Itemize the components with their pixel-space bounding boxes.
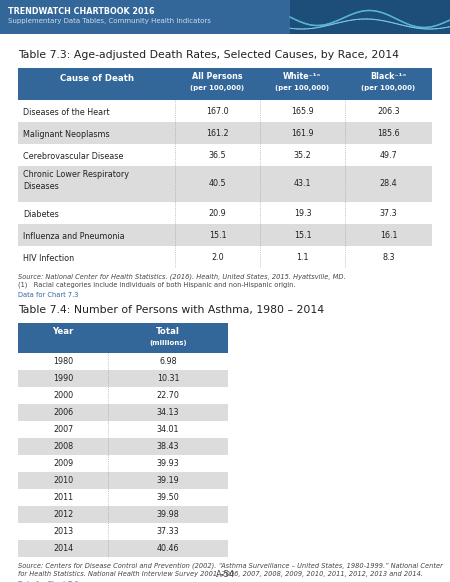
Text: (millions): (millions) [149,340,187,346]
Text: Data for Chart 7.3: Data for Chart 7.3 [18,292,78,298]
Text: Supplementary Data Tables, Community Health Indicators: Supplementary Data Tables, Community Hea… [8,18,211,24]
Text: 16.1: 16.1 [380,230,397,240]
Text: Total: Total [156,327,180,336]
Text: 8.3: 8.3 [382,253,395,261]
Bar [0,0,450,34]
Text: 1990: 1990 [53,374,73,383]
Text: (1)   Racial categories include individuals of both Hispanic and non-Hispanic or: (1) Racial categories include individual… [18,282,296,289]
Text: 6.98: 6.98 [159,357,177,366]
Text: 165.9: 165.9 [291,107,314,115]
Text: Source: National Center for Health Statistics. (2016). Health, United States, 20: Source: National Center for Health Stati… [18,273,346,279]
Text: 38.43: 38.43 [157,442,179,451]
Bar [18,489,228,506]
Text: Cause of Death: Cause of Death [59,74,134,83]
Text: Influenza and Pneumonia: Influenza and Pneumonia [23,232,125,241]
Bar [18,387,228,404]
Bar [290,0,450,34]
Text: Black⁻¹⁼: Black⁻¹⁼ [370,72,407,81]
Text: 206.3: 206.3 [377,107,400,115]
Text: Malignant Neoplasms: Malignant Neoplasms [23,130,110,139]
Text: All Persons: All Persons [192,72,243,81]
Text: Diabetes: Diabetes [23,210,59,219]
Text: 20.9: 20.9 [209,208,226,218]
Bar [18,202,432,224]
Text: 40.5: 40.5 [209,179,226,189]
Text: Cerebrovascular Disease: Cerebrovascular Disease [23,152,123,161]
Text: 2012: 2012 [53,510,73,519]
Text: 161.9: 161.9 [291,129,314,137]
Bar [18,540,228,557]
Bar [18,224,432,246]
Text: 39.19: 39.19 [157,476,180,485]
Text: 15.1: 15.1 [294,230,311,240]
Text: 2010: 2010 [53,476,73,485]
Text: 2000: 2000 [53,391,73,400]
Bar [18,246,432,268]
Text: 167.0: 167.0 [206,107,229,115]
Text: Year: Year [52,327,74,335]
Bar [18,506,228,523]
Text: 19.3: 19.3 [294,208,311,218]
Text: 2007: 2007 [53,425,73,434]
Text: 15.1: 15.1 [209,230,226,240]
Bar [18,472,228,489]
Bar [18,68,432,100]
Text: Diseases: Diseases [23,182,59,191]
Text: 2009: 2009 [53,459,73,468]
Text: 1980: 1980 [53,357,73,366]
Text: 2014: 2014 [53,544,73,553]
Text: (per 100,000): (per 100,000) [190,85,244,91]
Text: 2008: 2008 [53,442,73,451]
Text: 39.98: 39.98 [157,510,180,519]
Text: Data for Chart 7.6: Data for Chart 7.6 [18,581,78,582]
Text: 2013: 2013 [53,527,73,536]
Text: 43.1: 43.1 [294,179,311,189]
Bar [18,370,228,387]
Text: 34.01: 34.01 [157,425,179,434]
Text: for Health Statistics. National Health Interview Survey 2001, 2006, 2007, 2008, : for Health Statistics. National Health I… [18,571,423,577]
Text: 37.3: 37.3 [380,208,397,218]
Text: 10.31: 10.31 [157,374,179,383]
Bar [18,438,228,455]
Bar [18,455,228,472]
Text: 39.50: 39.50 [157,493,180,502]
Bar [18,144,432,166]
Text: 35.2: 35.2 [293,151,311,159]
Text: TRENDWATCH CHARTBOOK 2016: TRENDWATCH CHARTBOOK 2016 [8,7,154,16]
Text: 28.4: 28.4 [380,179,397,189]
Bar [18,353,228,370]
Text: 2006: 2006 [53,408,73,417]
Text: 2011: 2011 [53,493,73,502]
Text: 1.1: 1.1 [296,253,309,261]
Text: A-54: A-54 [216,570,234,579]
Bar [18,166,432,202]
Text: (per 100,000): (per 100,000) [275,85,329,91]
Text: Diseases of the Heart: Diseases of the Heart [23,108,110,117]
Bar [18,404,228,421]
Text: Chronic Lower Respiratory: Chronic Lower Respiratory [23,170,129,179]
Text: Table 7.3: Age-adjusted Death Rates, Selected Causes, by Race, 2014: Table 7.3: Age-adjusted Death Rates, Sel… [18,50,399,60]
Text: 36.5: 36.5 [209,151,226,159]
Bar [18,323,228,353]
Text: Table 7.4: Number of Persons with Asthma, 1980 – 2014: Table 7.4: Number of Persons with Asthma… [18,305,324,315]
Text: (per 100,000): (per 100,000) [361,85,415,91]
Text: 2.0: 2.0 [211,253,224,261]
Text: 161.2: 161.2 [206,129,229,137]
Text: 37.33: 37.33 [157,527,179,536]
Text: 49.7: 49.7 [380,151,397,159]
Bar [18,122,432,144]
Bar [18,523,228,540]
Bar [18,421,228,438]
Bar [18,100,432,122]
Text: 185.6: 185.6 [377,129,400,137]
Text: 39.93: 39.93 [157,459,180,468]
Text: HIV Infection: HIV Infection [23,254,74,263]
Text: 40.46: 40.46 [157,544,179,553]
Text: 34.13: 34.13 [157,408,179,417]
Text: White⁻¹⁼: White⁻¹⁼ [283,72,322,81]
Text: Source: Centers for Disease Control and Prevention (2002). “Asthma Surveillance : Source: Centers for Disease Control and … [18,562,443,569]
Text: 22.70: 22.70 [157,391,180,400]
